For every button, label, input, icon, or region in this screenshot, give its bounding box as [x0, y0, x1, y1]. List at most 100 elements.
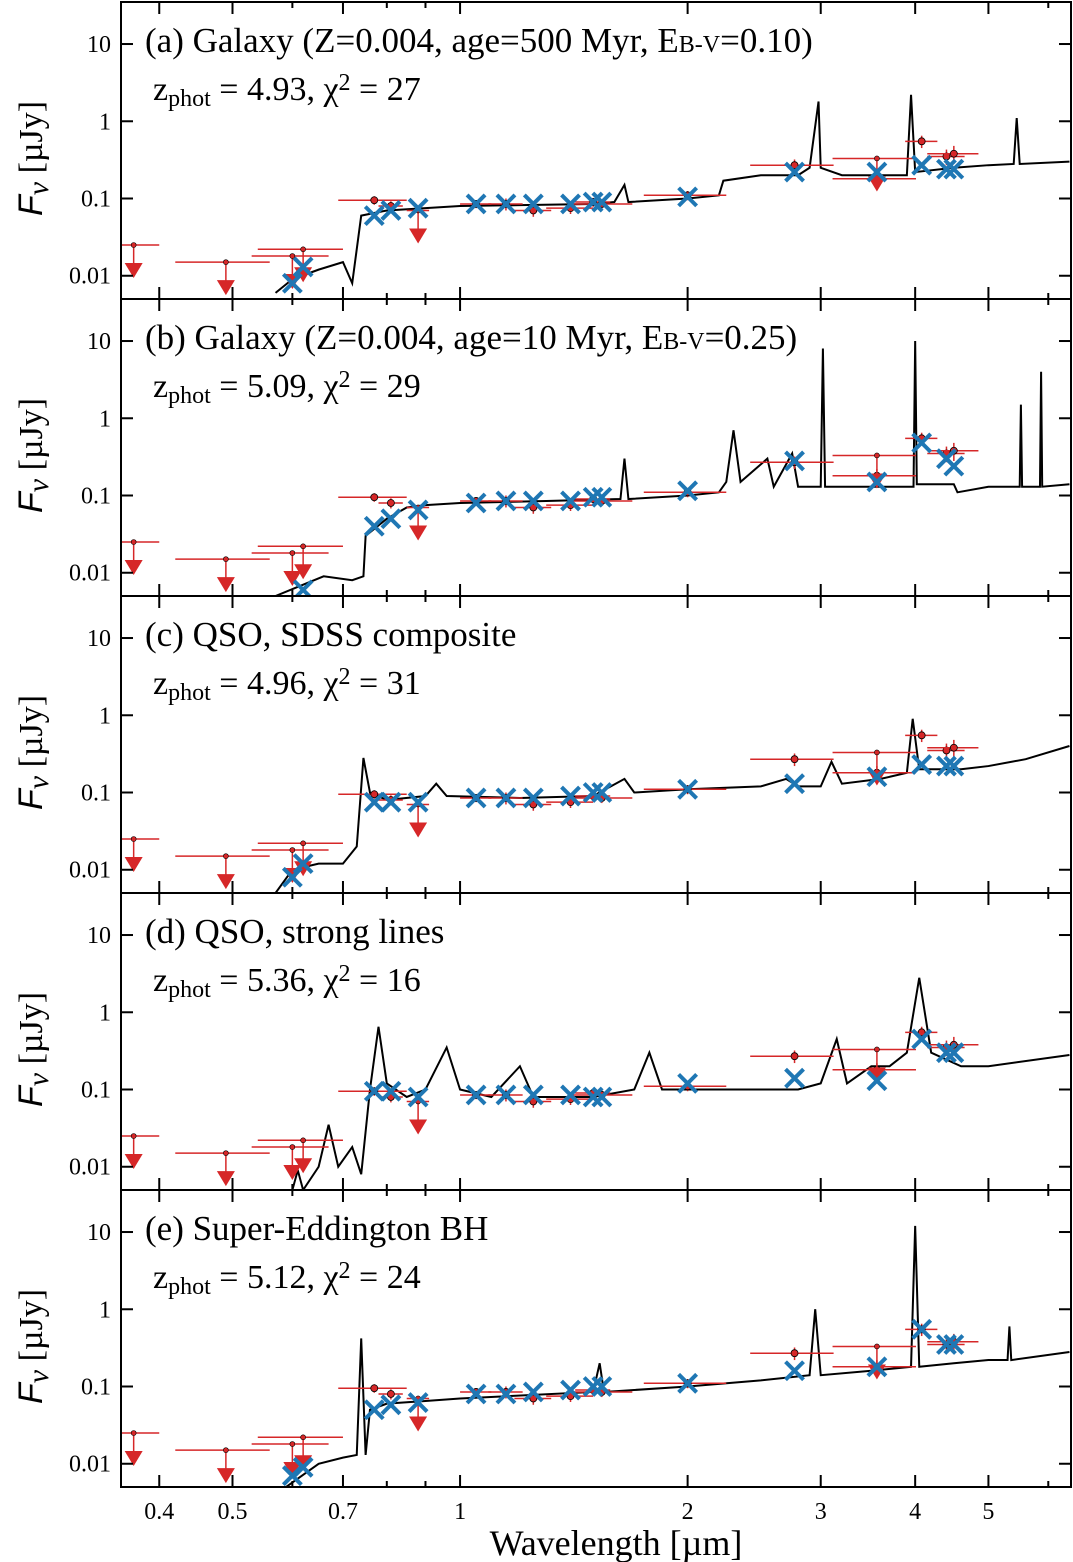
limit-point [223, 1447, 229, 1453]
label-part: ν [22, 775, 55, 789]
observed-point [790, 1052, 799, 1061]
limit-point [223, 556, 229, 562]
model-point [292, 853, 314, 875]
label-part: 2 [339, 664, 351, 690]
y-tick-label: 1 [99, 109, 111, 135]
limit-point [300, 1137, 306, 1144]
limit-point [223, 853, 229, 859]
label-part: F [12, 1084, 50, 1107]
label-part: z [153, 368, 168, 405]
x-tick-label: 0.7 [328, 1499, 358, 1525]
label-part: phot [168, 1274, 211, 1300]
label-part: phot [168, 680, 211, 706]
limit-point [289, 550, 296, 556]
upper-limit [124, 263, 143, 279]
upper-limit [867, 1067, 886, 1083]
model-point [866, 471, 888, 493]
label-part: = 5.09, χ [211, 368, 339, 405]
upper-limit [124, 857, 143, 873]
model-point [784, 773, 805, 795]
label-part: (c) QSO, SDSS composite [145, 615, 516, 654]
model-point [677, 1372, 699, 1394]
model-point [943, 1042, 965, 1064]
model-point [784, 1067, 805, 1089]
model-point [407, 499, 429, 521]
y-axis-label: Fν [µJy] [12, 101, 55, 216]
model-point [677, 480, 699, 502]
model-point [911, 1028, 933, 1050]
model-point [591, 1376, 613, 1397]
limit-point [223, 259, 229, 265]
label-part: B-V [663, 329, 705, 355]
model-point [784, 1360, 805, 1382]
upper-limit [409, 228, 428, 244]
limit-point [300, 246, 306, 253]
model-point [591, 1086, 613, 1108]
y-tick-label: 0.1 [81, 1375, 111, 1401]
model-point [495, 1084, 517, 1106]
model-point [407, 1086, 429, 1108]
panel [121, 94, 1070, 296]
limit-point [130, 836, 137, 842]
observed-point [917, 731, 926, 740]
label-part: ν [22, 1072, 55, 1086]
panel-title: (a) Galaxy (Z=0.004, age=500 Myr, EB-V=0… [145, 21, 813, 60]
model-point [936, 1334, 957, 1355]
label-part: =0.10) [720, 21, 813, 60]
y-tick-label: 0.01 [69, 1452, 111, 1478]
fit-label: zphot = 4.93, χ2 = 27 [153, 70, 421, 112]
model-point [560, 193, 581, 215]
model-point [495, 1383, 517, 1405]
observed-point [370, 196, 379, 205]
upper-limit [216, 1468, 235, 1484]
y-tick-label: 0.01 [69, 561, 111, 587]
model-point [380, 200, 402, 221]
limit-point [130, 1430, 137, 1436]
label-part: 2 [339, 961, 351, 987]
limit-point [130, 539, 137, 545]
upper-limit [283, 1165, 302, 1181]
label-part: = 27 [351, 71, 421, 108]
label-part: (e) Super-Eddington BH [145, 1209, 488, 1248]
upper-limit [294, 861, 313, 877]
y-tick-label: 0.01 [69, 1155, 111, 1181]
label-part: phot [168, 977, 211, 1003]
label-part: = 29 [351, 368, 421, 405]
model-point [363, 205, 385, 227]
model-point [363, 515, 385, 537]
x-tick-label: 1 [454, 1499, 466, 1525]
observed-point [529, 1097, 538, 1106]
model-point [582, 191, 604, 213]
observed-point [370, 1384, 379, 1393]
observed-point [790, 161, 799, 170]
limit-point [289, 1441, 296, 1447]
label-part: phot [168, 86, 211, 112]
model-point [281, 272, 303, 294]
limit-point [289, 253, 296, 259]
upper-limit [124, 1451, 143, 1467]
y-tick-label: 0.01 [69, 858, 111, 884]
label-part: F [12, 193, 50, 216]
model-point [677, 778, 699, 800]
observed-point [917, 137, 926, 146]
limit-point [300, 840, 306, 847]
label-part: [µJy] [13, 695, 50, 776]
limit-point [874, 1046, 880, 1053]
model-point [407, 1392, 429, 1413]
model-point [911, 1318, 933, 1340]
label-part: [µJy] [13, 992, 50, 1073]
model-point [380, 791, 402, 813]
upper-limit [409, 525, 428, 541]
model-point [465, 492, 487, 514]
x-tick-label: 3 [815, 1499, 827, 1525]
y-tick-label: 10 [87, 626, 111, 652]
model-point [522, 787, 544, 809]
upper-limit [294, 1455, 313, 1471]
observed-point [386, 1390, 395, 1398]
upper-limit [216, 577, 235, 593]
label-part: [µJy] [13, 398, 50, 479]
panel-title: (c) QSO, SDSS composite [145, 615, 516, 654]
label-part: z [153, 962, 168, 999]
observed-point [790, 755, 799, 764]
upper-limit [216, 1171, 235, 1187]
